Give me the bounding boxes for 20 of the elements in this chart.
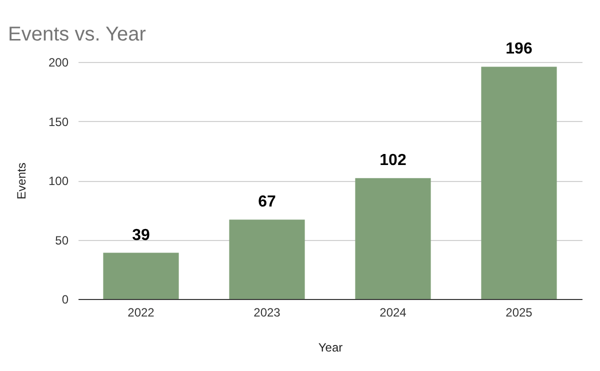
bar <box>355 178 431 299</box>
x-tick-label: 2023 <box>254 306 281 320</box>
y-axis-title: Events <box>14 162 28 200</box>
y-tick-label: 150 <box>48 114 69 129</box>
y-tick-label: 0 <box>62 292 69 306</box>
x-tick-label: 2025 <box>506 306 533 320</box>
bar <box>103 252 179 299</box>
chart-title: Events vs. Year <box>8 24 146 46</box>
data-label: 102 <box>380 152 406 170</box>
y-tick-label: 100 <box>48 174 69 188</box>
bar <box>481 66 557 299</box>
data-label: 196 <box>506 40 532 58</box>
y-tick-label: 200 <box>48 56 69 70</box>
x-tick-label: 2022 <box>128 306 155 320</box>
data-label: 39 <box>132 226 150 244</box>
data-label: 67 <box>258 194 276 211</box>
x-tick-label: 2024 <box>380 306 407 320</box>
x-axis-title: Year <box>318 340 343 354</box>
bar <box>229 220 305 299</box>
y-tick-label: 50 <box>55 233 69 248</box>
